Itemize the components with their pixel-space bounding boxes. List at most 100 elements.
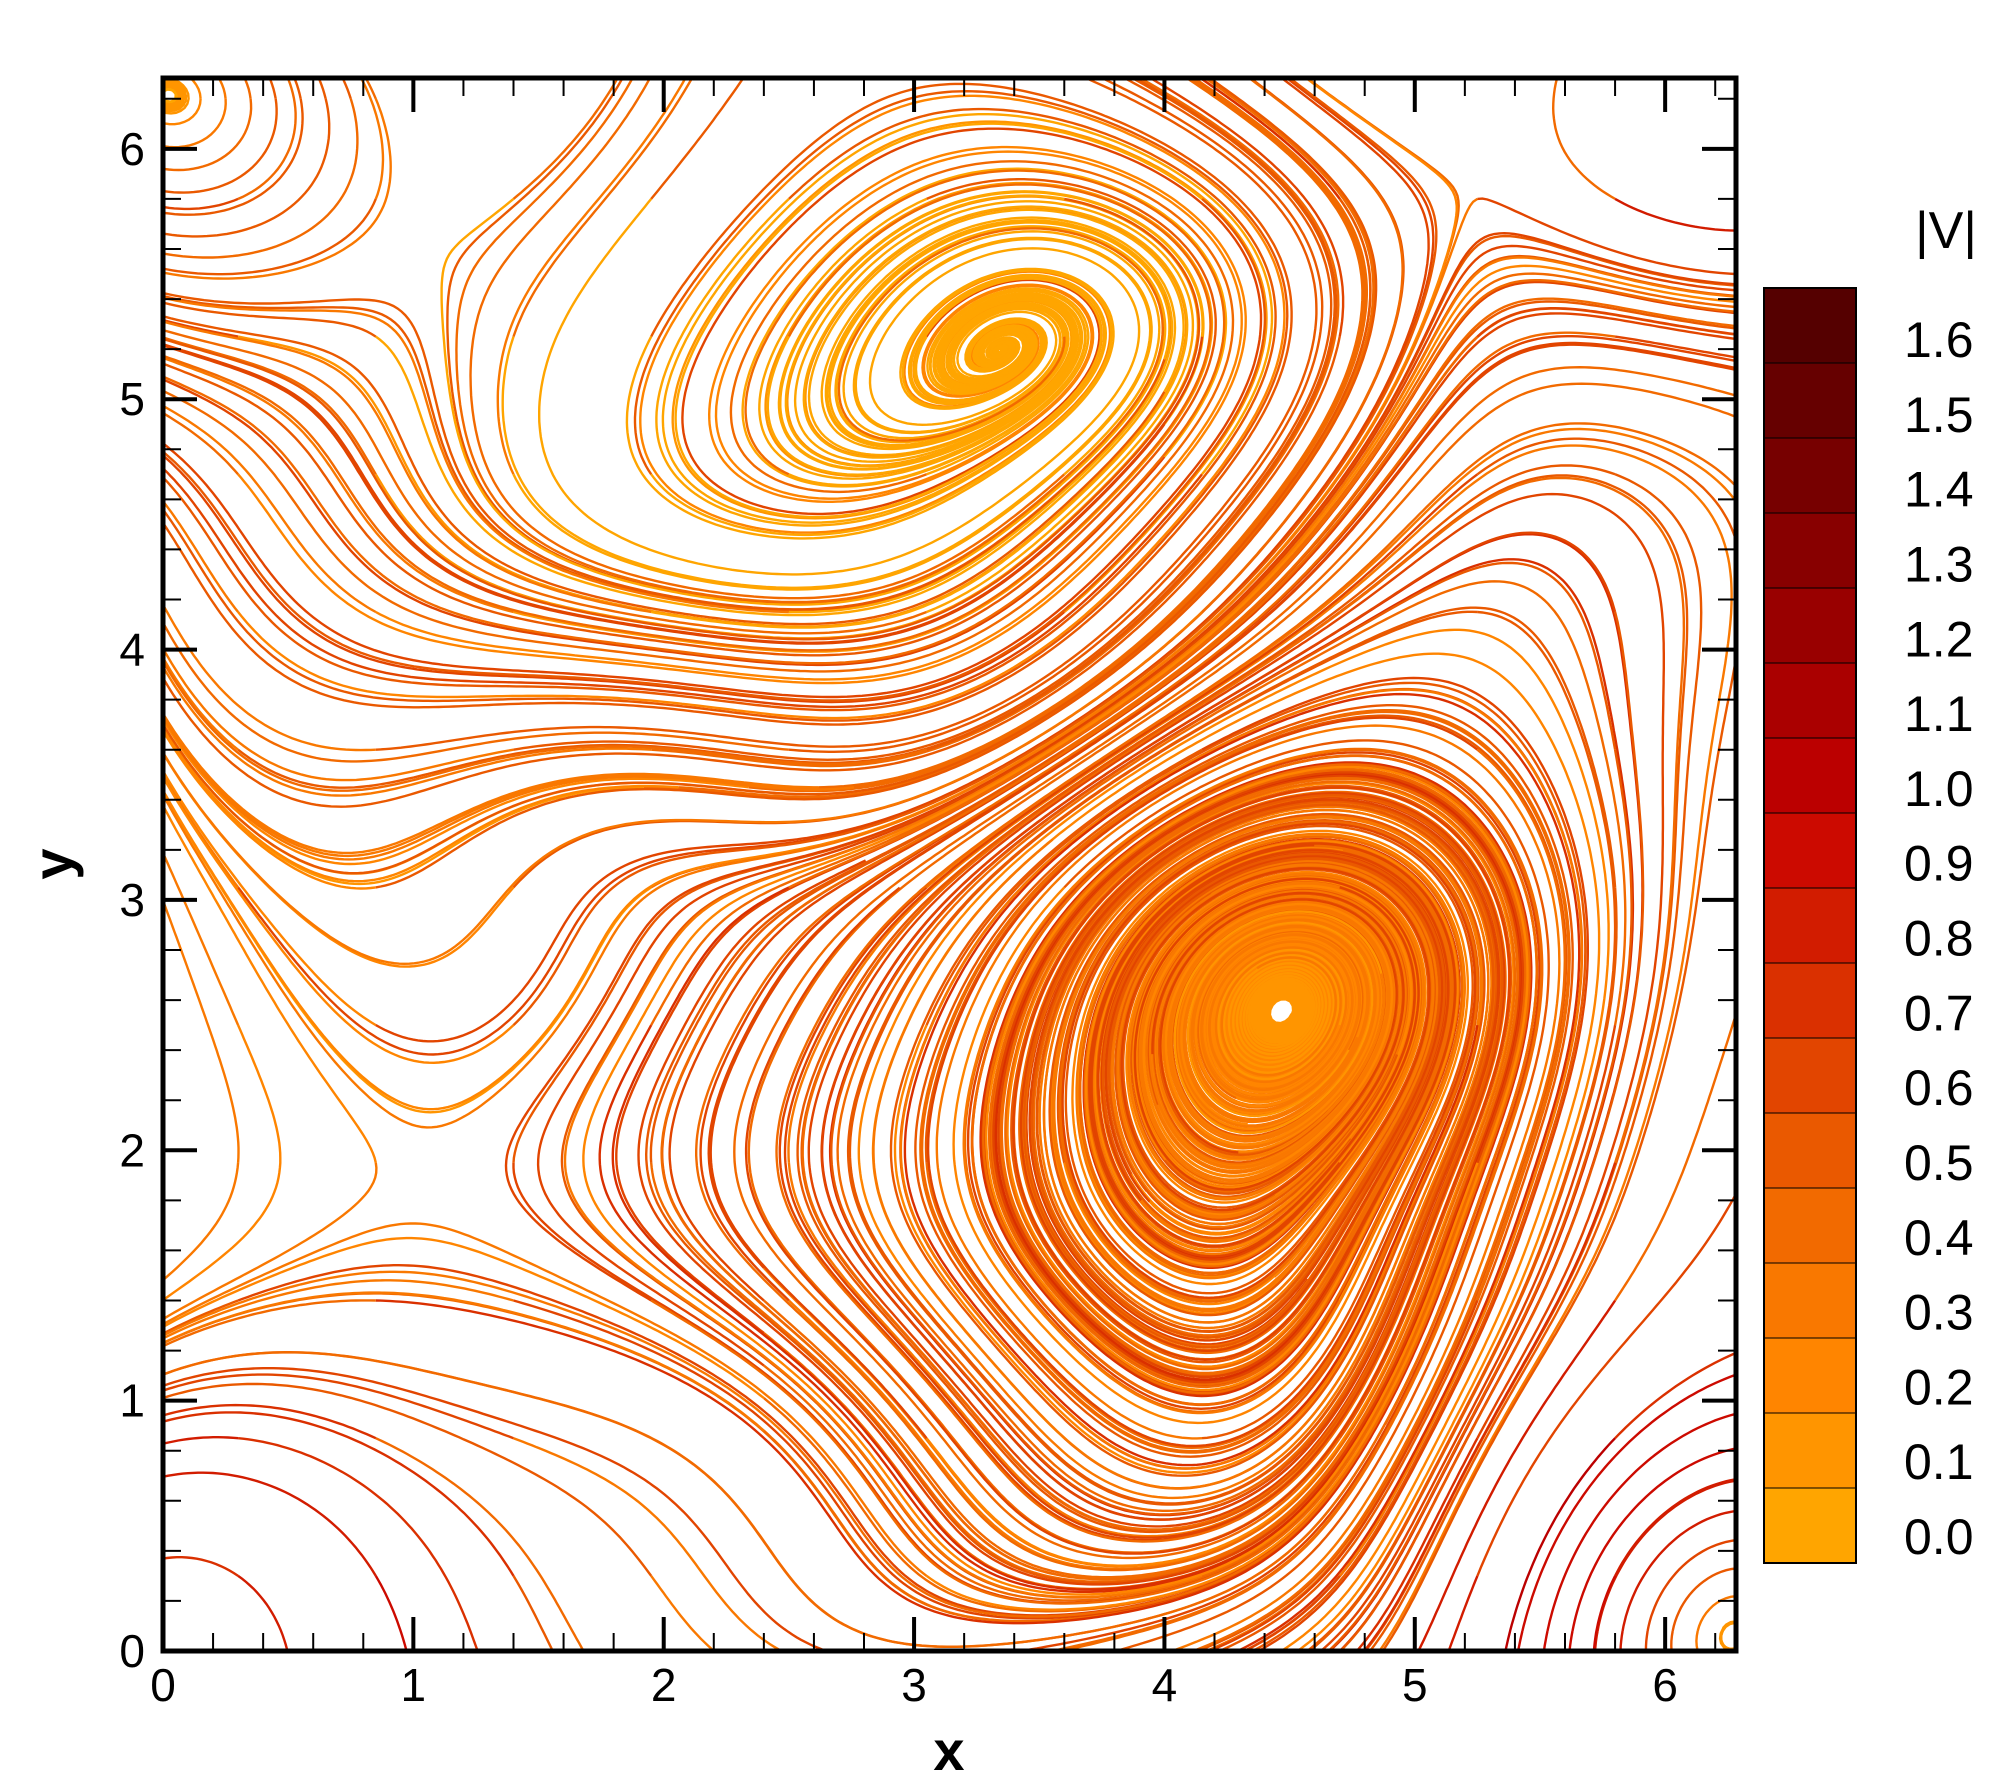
streamline: [496, 78, 687, 475]
streamline: [678, 78, 1375, 799]
x-tick-label: 3: [901, 1659, 927, 1711]
streamline: [163, 466, 1203, 709]
streamline: [163, 107, 1277, 712]
streamline: [1516, 1630, 1524, 1651]
streamline: [163, 658, 927, 792]
streamline: [163, 98, 331, 238]
x-tick-label: 0: [150, 1659, 176, 1711]
streamline: [163, 89, 1289, 722]
streamline: [820, 531, 1617, 1521]
streamline: [1190, 748, 1567, 1651]
x-tick-label: 4: [1152, 1659, 1178, 1711]
streamline: [1619, 1630, 1624, 1651]
colorbar-segment: [1763, 1487, 1857, 1564]
streamline: [163, 499, 240, 613]
streamline: [1521, 1373, 1736, 1632]
colorbar-label: 1.1: [1904, 686, 1974, 742]
colorbar-segment: [1763, 812, 1857, 889]
streamline: [237, 78, 297, 201]
streamline: [268, 78, 277, 100]
streamline: [787, 754, 1538, 1648]
streamline: [163, 98, 278, 194]
streamline: [512, 78, 619, 200]
streamline: [163, 1162, 240, 1282]
streamline: [163, 301, 377, 338]
streamline: [926, 78, 1338, 751]
streamline: [163, 611, 1203, 966]
streamline: [163, 160, 1235, 673]
streamline: [163, 178, 1217, 657]
streamline: [846, 606, 1617, 1506]
streamline: [163, 315, 1166, 626]
streamline: [163, 1382, 653, 1577]
streamline: [341, 78, 352, 100]
streamline: [163, 1236, 765, 1400]
colorbar-segment: [1763, 1187, 1857, 1264]
streamline: [650, 767, 1527, 1605]
streamline: [1241, 1575, 1341, 1651]
colorbar-frame: [1763, 287, 1857, 1564]
streamline: [163, 404, 377, 614]
streamline: [733, 365, 1736, 1560]
streamline: [1477, 197, 1736, 276]
streamline: [163, 802, 377, 1164]
streamline: [163, 98, 304, 216]
streamline: [695, 331, 1616, 1572]
streamline: [1355, 1437, 1479, 1651]
streamline: [857, 628, 1610, 1651]
streamline: [163, 411, 239, 476]
streamline: [163, 336, 1204, 644]
y-axis-title: y: [21, 848, 84, 879]
streamline: [504, 231, 1736, 1302]
streamline: [163, 1270, 790, 1440]
streamline: [1307, 887, 1618, 1651]
streamline: [163, 198, 1372, 875]
x-tick-label: 1: [401, 1659, 427, 1711]
streamline: [163, 774, 515, 1065]
streamline: [1198, 78, 1341, 200]
streamline: [163, 127, 1263, 699]
streamline: [853, 78, 1367, 789]
streamline: [163, 1162, 378, 1321]
colorbar-segment: [1763, 1262, 1857, 1339]
streamline: [163, 98, 202, 126]
streamline: [536, 244, 1736, 1367]
colorbar-label: 1.3: [1904, 536, 1974, 592]
colorbar-label: 0.4: [1904, 1210, 1974, 1266]
streamline: [1201, 676, 1589, 1651]
streamline: [469, 78, 1066, 600]
streamline: [992, 771, 1525, 1384]
colorbar: 0.0 0.1 0.2 0.3 0.4 0.5 0.6 0.7 0.8 0.9 1.0 1.1 1.2 1…: [1763, 287, 1974, 1565]
streamline: [1338, 611, 1645, 1651]
streamline: [364, 78, 377, 100]
streamline: [1614, 335, 1736, 359]
streamline: [1368, 473, 1703, 1651]
streamline: [899, 688, 1583, 1577]
streamline: [1644, 1630, 1649, 1651]
colorbar-segment: [1763, 587, 1857, 664]
streamline: [163, 768, 377, 1027]
colorbar-segment: [1763, 1037, 1857, 1114]
streamline: [674, 122, 1203, 519]
streamline: [163, 183, 1212, 652]
streamline: [1319, 1024, 1617, 1651]
streamline: [1206, 1300, 1479, 1651]
colorbar-label: 1.2: [1904, 611, 1974, 667]
streamline: [637, 774, 1521, 1586]
colorbar-label: 0.1: [1904, 1434, 1974, 1490]
streamline: [925, 765, 1529, 1611]
streamline: [1417, 1299, 1617, 1651]
streamline: [163, 98, 392, 280]
x-axis-title: x: [933, 1719, 964, 1778]
colorbar-label: 0.3: [1904, 1285, 1974, 1341]
streamline: [1504, 1437, 1616, 1651]
streamline: [1542, 1630, 1549, 1651]
x-tick-labels: 0 1 2 3 4 5 6: [150, 1659, 1678, 1711]
streamline: [1614, 1351, 1736, 1440]
y-tick-label: 2: [119, 1124, 145, 1176]
streamline: [1670, 1630, 1674, 1651]
streamline: [1546, 1412, 1736, 1632]
streamline: [163, 645, 514, 782]
streamline: [513, 78, 1333, 762]
streamline: [163, 850, 240, 1026]
